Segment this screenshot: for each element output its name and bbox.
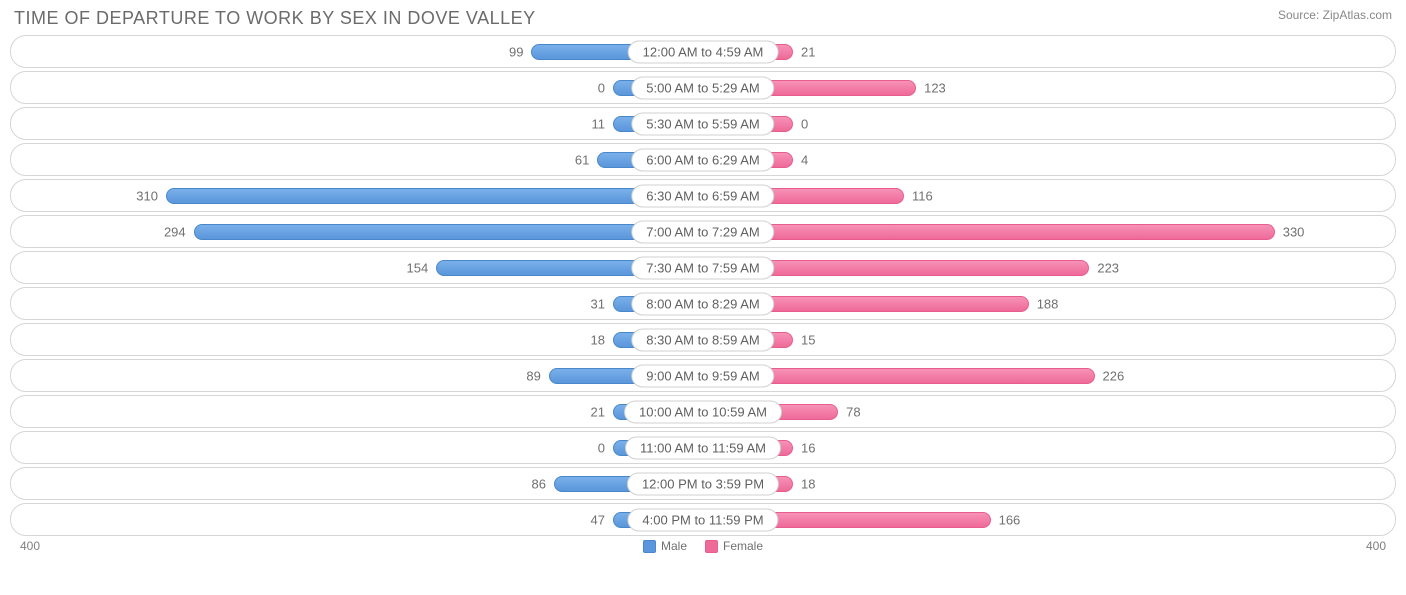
- male-value: 99: [509, 44, 523, 59]
- legend-male: Male: [643, 539, 687, 553]
- chart-row: 310 116 6:30 AM to 6:59 AM: [10, 179, 1396, 212]
- chart-row: 18 15 8:30 AM to 8:59 AM: [10, 323, 1396, 356]
- male-value: 0: [598, 440, 605, 455]
- category-label: 6:00 AM to 6:29 AM: [631, 148, 774, 171]
- male-value: 61: [575, 152, 589, 167]
- female-value: 21: [801, 44, 815, 59]
- category-label: 7:30 AM to 7:59 AM: [631, 256, 774, 279]
- chart-row: 0 123 5:00 AM to 5:29 AM: [10, 71, 1396, 104]
- female-value: 18: [801, 476, 815, 491]
- female-value: 116: [912, 188, 933, 203]
- male-value: 86: [532, 476, 546, 491]
- female-value: 123: [924, 80, 946, 95]
- category-label: 10:00 AM to 10:59 AM: [624, 400, 782, 423]
- diverging-bar-chart: 99 21 12:00 AM to 4:59 AM 0 123 5:00 AM to 5:…: [10, 35, 1396, 536]
- male-value: 89: [526, 368, 540, 383]
- category-label: 12:00 PM to 3:59 PM: [627, 472, 779, 495]
- male-value: 154: [407, 260, 429, 275]
- male-value: 31: [591, 296, 605, 311]
- chart-row: 154 223 7:30 AM to 7:59 AM: [10, 251, 1396, 284]
- male-value: 18: [591, 332, 605, 347]
- legend-female-label: Female: [723, 539, 763, 553]
- category-label: 9:00 AM to 9:59 AM: [631, 364, 774, 387]
- chart-row: 294 330 7:00 AM to 7:29 AM: [10, 215, 1396, 248]
- legend: Male Female: [643, 539, 763, 553]
- category-label: 11:00 AM to 11:59 AM: [625, 436, 781, 459]
- axis-tick-left: 400: [20, 539, 40, 553]
- chart-row: 47 166 4:00 PM to 11:59 PM: [10, 503, 1396, 536]
- male-bar: [194, 224, 703, 240]
- category-label: 8:30 AM to 8:59 AM: [631, 328, 774, 351]
- chart-row: 99 21 12:00 AM to 4:59 AM: [10, 35, 1396, 68]
- chart-row: 21 78 10:00 AM to 10:59 AM: [10, 395, 1396, 428]
- chart-row: 0 16 11:00 AM to 11:59 AM: [10, 431, 1396, 464]
- chart-source: Source: ZipAtlas.com: [1278, 8, 1392, 22]
- category-label: 12:00 AM to 4:59 AM: [628, 40, 779, 63]
- female-value: 16: [801, 440, 815, 455]
- chart-row: 89 226 9:00 AM to 9:59 AM: [10, 359, 1396, 392]
- male-value: 21: [591, 404, 605, 419]
- category-label: 4:00 PM to 11:59 PM: [627, 508, 778, 531]
- category-label: 5:30 AM to 5:59 AM: [631, 112, 774, 135]
- male-value: 11: [592, 116, 606, 131]
- female-value: 330: [1283, 224, 1305, 239]
- female-value: 226: [1103, 368, 1125, 383]
- male-value: 310: [136, 188, 158, 203]
- x-axis: 400 Male Female 400: [10, 539, 1396, 557]
- female-value: 0: [801, 116, 808, 131]
- female-bar: [703, 224, 1275, 240]
- female-value: 188: [1037, 296, 1059, 311]
- axis-tick-right: 400: [1366, 539, 1386, 553]
- male-swatch-icon: [643, 540, 656, 553]
- male-value: 0: [598, 80, 605, 95]
- chart-row: 11 0 5:30 AM to 5:59 AM: [10, 107, 1396, 140]
- male-value: 294: [164, 224, 186, 239]
- category-label: 6:30 AM to 6:59 AM: [631, 184, 774, 207]
- legend-male-label: Male: [661, 539, 687, 553]
- female-value: 4: [801, 152, 808, 167]
- chart-title: TIME OF DEPARTURE TO WORK BY SEX IN DOVE…: [14, 8, 536, 29]
- category-label: 7:00 AM to 7:29 AM: [631, 220, 774, 243]
- female-value: 166: [999, 512, 1021, 527]
- category-label: 5:00 AM to 5:29 AM: [631, 76, 774, 99]
- female-value: 15: [801, 332, 815, 347]
- chart-row: 86 18 12:00 PM to 3:59 PM: [10, 467, 1396, 500]
- female-swatch-icon: [705, 540, 718, 553]
- category-label: 8:00 AM to 8:29 AM: [631, 292, 774, 315]
- male-value: 47: [591, 512, 605, 527]
- legend-female: Female: [705, 539, 763, 553]
- chart-row: 31 188 8:00 AM to 8:29 AM: [10, 287, 1396, 320]
- male-bar: [166, 188, 703, 204]
- chart-row: 61 4 6:00 AM to 6:29 AM: [10, 143, 1396, 176]
- female-value: 78: [846, 404, 860, 419]
- chart-header: TIME OF DEPARTURE TO WORK BY SEX IN DOVE…: [10, 8, 1396, 35]
- female-value: 223: [1097, 260, 1119, 275]
